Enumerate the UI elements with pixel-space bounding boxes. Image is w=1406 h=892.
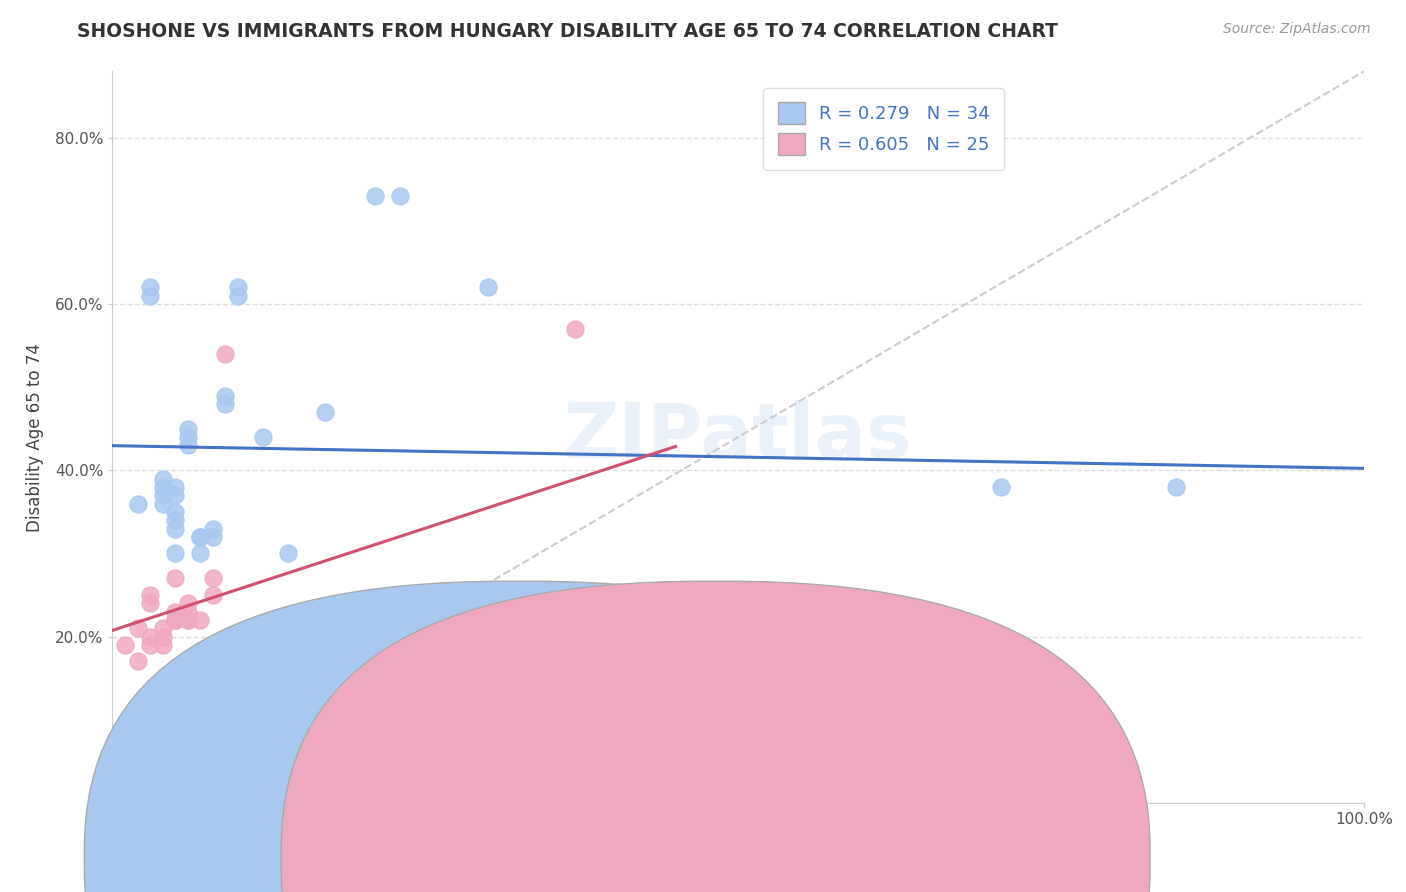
Point — [176, 438, 198, 452]
Point — [127, 497, 149, 511]
Point — [114, 638, 136, 652]
Point — [188, 613, 211, 627]
Point — [163, 488, 186, 502]
Point — [163, 605, 186, 619]
Point — [163, 521, 186, 535]
Point — [152, 488, 174, 502]
Point — [201, 521, 224, 535]
Point — [152, 621, 174, 635]
Point — [163, 546, 186, 560]
Point — [139, 280, 162, 294]
Point — [163, 505, 186, 519]
Point — [163, 480, 186, 494]
Point — [139, 630, 162, 644]
Point — [226, 280, 249, 294]
Point — [176, 596, 198, 610]
Point — [139, 588, 162, 602]
Y-axis label: Disability Age 65 to 74: Disability Age 65 to 74 — [25, 343, 44, 532]
Point — [163, 513, 186, 527]
Point — [364, 189, 387, 203]
Point — [176, 430, 198, 444]
Point — [201, 588, 224, 602]
Point — [990, 480, 1012, 494]
Text: Immigrants from Hungary: Immigrants from Hungary — [740, 849, 955, 867]
Point — [139, 289, 162, 303]
Point — [152, 638, 174, 652]
Point — [252, 430, 274, 444]
Point — [214, 347, 236, 361]
Text: Shoshone: Shoshone — [543, 849, 624, 867]
Point — [477, 613, 499, 627]
Point — [176, 605, 198, 619]
Point — [152, 497, 174, 511]
Point — [176, 613, 198, 627]
Point — [188, 530, 211, 544]
Point — [127, 621, 149, 635]
Point — [152, 472, 174, 486]
Point — [502, 613, 524, 627]
Point — [139, 638, 162, 652]
Point — [389, 189, 412, 203]
Point — [152, 630, 174, 644]
Point — [127, 655, 149, 669]
Text: SHOSHONE VS IMMIGRANTS FROM HUNGARY DISABILITY AGE 65 TO 74 CORRELATION CHART: SHOSHONE VS IMMIGRANTS FROM HUNGARY DISA… — [77, 22, 1059, 41]
Point — [188, 530, 211, 544]
Point — [277, 546, 299, 560]
Point — [214, 397, 236, 411]
Point — [214, 388, 236, 402]
Point — [201, 530, 224, 544]
Point — [176, 422, 198, 436]
Point — [477, 280, 499, 294]
Point — [152, 480, 174, 494]
Point — [1164, 480, 1187, 494]
Text: Source: ZipAtlas.com: Source: ZipAtlas.com — [1223, 22, 1371, 37]
Point — [188, 546, 211, 560]
Point — [201, 571, 224, 585]
Text: ZIPatlas: ZIPatlas — [564, 401, 912, 474]
Point — [727, 663, 749, 677]
Point — [163, 613, 186, 627]
Point — [163, 613, 186, 627]
Point — [163, 571, 186, 585]
Point — [176, 613, 198, 627]
Point — [226, 289, 249, 303]
Point — [314, 405, 336, 419]
Legend: R = 0.279   N = 34, R = 0.605   N = 25: R = 0.279 N = 34, R = 0.605 N = 25 — [763, 87, 1004, 169]
Point — [139, 596, 162, 610]
Point — [564, 322, 586, 336]
